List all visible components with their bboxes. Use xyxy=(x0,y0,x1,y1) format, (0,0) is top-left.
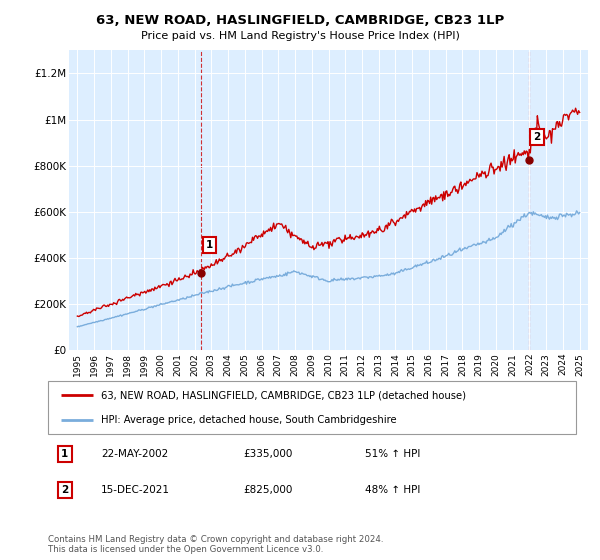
Text: 1: 1 xyxy=(206,240,213,250)
Text: 48% ↑ HPI: 48% ↑ HPI xyxy=(365,485,420,495)
Text: 22-MAY-2002: 22-MAY-2002 xyxy=(101,449,168,459)
Text: 15-DEC-2021: 15-DEC-2021 xyxy=(101,485,170,495)
Text: Price paid vs. HM Land Registry's House Price Index (HPI): Price paid vs. HM Land Registry's House … xyxy=(140,31,460,41)
Text: £825,000: £825,000 xyxy=(244,485,293,495)
Text: £335,000: £335,000 xyxy=(244,449,293,459)
Text: 51% ↑ HPI: 51% ↑ HPI xyxy=(365,449,420,459)
Text: 2: 2 xyxy=(533,132,541,142)
Text: 1: 1 xyxy=(61,449,68,459)
Text: HPI: Average price, detached house, South Cambridgeshire: HPI: Average price, detached house, Sout… xyxy=(101,414,397,424)
Text: Contains HM Land Registry data © Crown copyright and database right 2024.
This d: Contains HM Land Registry data © Crown c… xyxy=(48,535,383,554)
FancyBboxPatch shape xyxy=(48,381,576,434)
Text: 2: 2 xyxy=(61,485,68,495)
Text: 63, NEW ROAD, HASLINGFIELD, CAMBRIDGE, CB23 1LP (detached house): 63, NEW ROAD, HASLINGFIELD, CAMBRIDGE, C… xyxy=(101,390,466,400)
Text: 63, NEW ROAD, HASLINGFIELD, CAMBRIDGE, CB23 1LP: 63, NEW ROAD, HASLINGFIELD, CAMBRIDGE, C… xyxy=(96,14,504,27)
